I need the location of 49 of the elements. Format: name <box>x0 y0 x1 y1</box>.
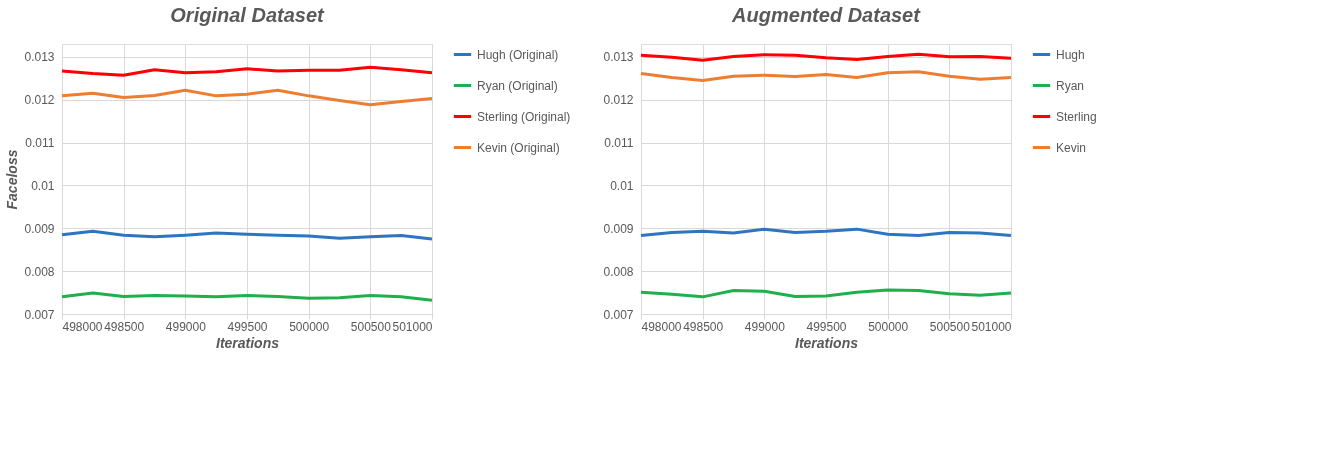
y-tick-label: 0.011 <box>25 136 55 151</box>
y-tick-label: 0.009 <box>24 221 55 236</box>
legend-label: Kevin <box>1056 140 1087 155</box>
line-series <box>639 52 1013 62</box>
line-series <box>60 65 434 77</box>
y-tick-label: 0.013 <box>603 50 634 65</box>
y-tick-label: 0.01 <box>31 178 55 193</box>
y-tick-label: 0.007 <box>24 307 55 322</box>
x-tick-label: 501000 <box>392 319 433 334</box>
legend-label: Sterling (Original) <box>477 109 571 124</box>
line-series <box>639 288 1013 299</box>
y-tick-label: 0.011 <box>604 136 634 151</box>
x-tick-label: 500500 <box>929 319 971 334</box>
y-tick-label: 0.012 <box>603 93 634 108</box>
y-tick-label: 0.012 <box>24 93 55 108</box>
y-tick-label: 0.008 <box>603 264 634 279</box>
y-tick-label: 0.01 <box>610 178 634 193</box>
legend-label: Sterling <box>1056 109 1097 124</box>
line-series <box>639 227 1013 238</box>
x-tick-label: 500500 <box>350 319 392 334</box>
legend-label: Hugh (Original) <box>477 47 559 62</box>
x-tick-label: 501000 <box>971 319 1012 334</box>
legend-label: Hugh <box>1056 47 1085 62</box>
x-tick-label: 498000 <box>641 319 682 334</box>
line-series <box>60 229 434 241</box>
chart-title: Original Dataset <box>170 4 326 26</box>
x-tick-label: 498500 <box>683 319 724 334</box>
y-tick-label: 0.008 <box>24 264 55 279</box>
legend-label: Ryan <box>1056 78 1085 93</box>
line-series <box>60 88 434 107</box>
legend-label: Ryan (Original) <box>477 78 558 93</box>
x-tick-label: 498500 <box>104 319 145 334</box>
line-series <box>639 70 1013 82</box>
y-axis-title: Faceloss <box>4 149 21 210</box>
x-tick-label: 499000 <box>744 319 786 334</box>
y-tick-label: 0.009 <box>603 221 634 236</box>
y-tick-label: 0.013 <box>24 50 55 65</box>
x-tick-label: 500000 <box>868 319 909 334</box>
y-tick-label: 0.007 <box>603 307 634 322</box>
line-series <box>60 291 434 302</box>
chart-title: Augmented Dataset <box>731 4 922 26</box>
x-tick-label: 500000 <box>289 319 330 334</box>
x-tick-label: 499500 <box>806 319 847 334</box>
x-axis-title: Iterations <box>215 334 280 351</box>
legend-label: Kevin (Original) <box>477 140 560 155</box>
x-axis-title: Iterations <box>794 334 859 351</box>
x-tick-label: 499000 <box>165 319 207 334</box>
x-tick-label: 498000 <box>62 319 103 334</box>
x-tick-label: 499500 <box>227 319 268 334</box>
